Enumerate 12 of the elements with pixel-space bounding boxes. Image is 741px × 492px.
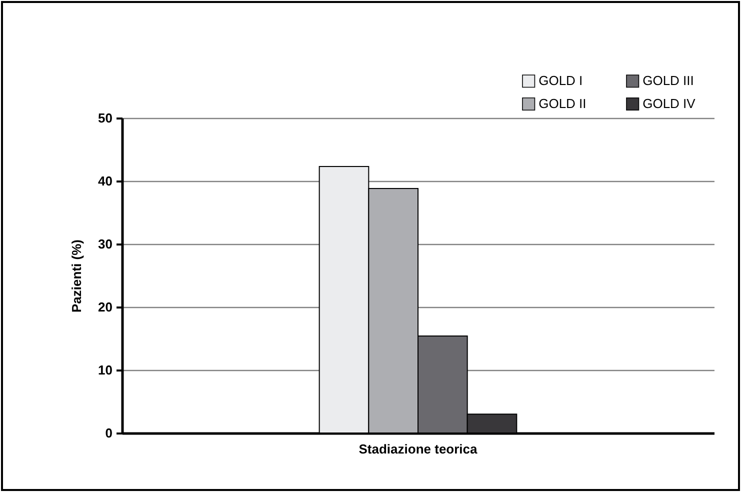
legend-label: GOLD III <box>642 73 694 88</box>
y-tick-label: 50 <box>98 110 112 126</box>
y-axis-title: Pazienti (%) <box>69 240 84 312</box>
y-tick-label: 30 <box>98 236 112 252</box>
y-tick-label: 20 <box>98 300 112 314</box>
y-tick-label: 0 <box>105 426 112 440</box>
legend-label: GOLD IV <box>642 96 696 111</box>
y-tick-label: 10 <box>98 362 112 378</box>
legend-label: GOLD II <box>538 96 586 111</box>
legend-label: GOLD I <box>538 73 583 88</box>
y-tick-label: 40 <box>98 174 112 188</box>
x-tick-label: Stadiazione teorica <box>358 442 478 456</box>
